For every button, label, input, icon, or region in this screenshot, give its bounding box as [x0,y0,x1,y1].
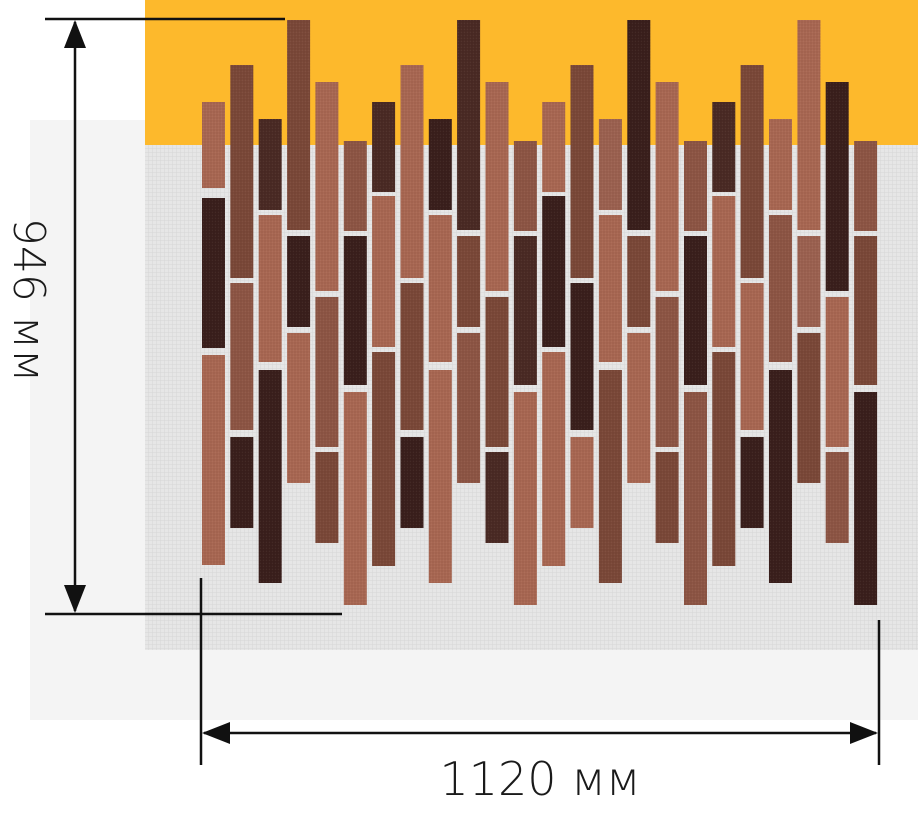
brick-texture [230,283,254,430]
brick-texture [684,392,707,605]
brick-texture [655,297,679,447]
brick-texture [400,437,424,528]
brick-texture [740,437,764,528]
brick-texture [485,82,509,291]
height-label: 946 мм [3,218,54,382]
brick-texture [655,82,679,291]
brick-texture [258,215,282,362]
arrowhead-icon [850,722,878,744]
brick-texture [542,102,566,192]
brick-texture [372,102,396,192]
brick-texture [655,452,679,543]
brick-columns [202,20,878,605]
brick-texture [513,392,537,605]
brick-texture [854,392,878,605]
brick-texture [797,333,821,483]
brick-texture [740,65,764,278]
height-dimension [45,17,342,616]
brick-texture [854,141,878,231]
brick-texture [769,119,792,210]
brick-texture [542,352,566,566]
brick-texture [230,437,254,528]
brick-texture [202,355,225,565]
brick-texture [542,196,566,347]
brick-texture [428,370,452,583]
brick-texture [769,215,792,362]
brick-texture [315,452,339,543]
brick-texture [740,283,764,430]
brick-texture [457,236,481,327]
brick-texture [202,198,225,348]
width-dimension [199,578,881,765]
width-label: 1120 мм [439,752,640,806]
brick-texture [457,20,481,230]
arrowhead-icon [202,722,230,744]
brick-texture [797,20,821,230]
brick-texture [287,20,311,230]
brick-texture [712,102,736,192]
brick-texture [230,65,254,278]
brick-texture [570,437,594,528]
brick-texture [684,236,707,385]
brick-texture [343,141,367,231]
brick-texture [287,236,311,327]
brick-texture [315,297,339,447]
arrowhead-icon [64,20,86,48]
brick-texture [428,215,452,362]
brick-texture [372,196,396,347]
brick-texture [258,119,282,210]
brick-texture [627,20,651,230]
brick-texture [627,333,651,483]
brick-texture [457,333,481,483]
brick-texture [428,119,452,210]
brick-texture [598,370,622,583]
brick-texture [854,236,878,385]
brick-texture [627,236,651,327]
brick-texture [712,352,736,566]
brick-texture [343,392,367,605]
brick-texture [202,102,225,188]
arrowhead-icon [64,585,86,613]
brick-texture [258,370,282,583]
brick-texture [400,283,424,430]
brick-texture [570,283,594,430]
brick-texture [825,297,849,447]
brick-texture [825,452,849,543]
brick-texture [570,65,594,278]
brick-texture [797,236,821,327]
brick-texture [485,297,509,447]
brick-texture [400,65,424,278]
brick-texture [684,141,707,231]
brick-texture [287,333,311,483]
brick-texture [315,82,339,291]
brick-texture [769,370,792,583]
brick-texture [712,196,736,347]
brick-texture [513,141,537,231]
brick-texture [513,236,537,385]
brick-texture [598,119,622,210]
brick-texture [372,352,396,566]
brick-texture [343,236,367,385]
brick-texture [485,452,509,543]
brick-texture [825,82,849,291]
brick-texture [598,215,622,362]
